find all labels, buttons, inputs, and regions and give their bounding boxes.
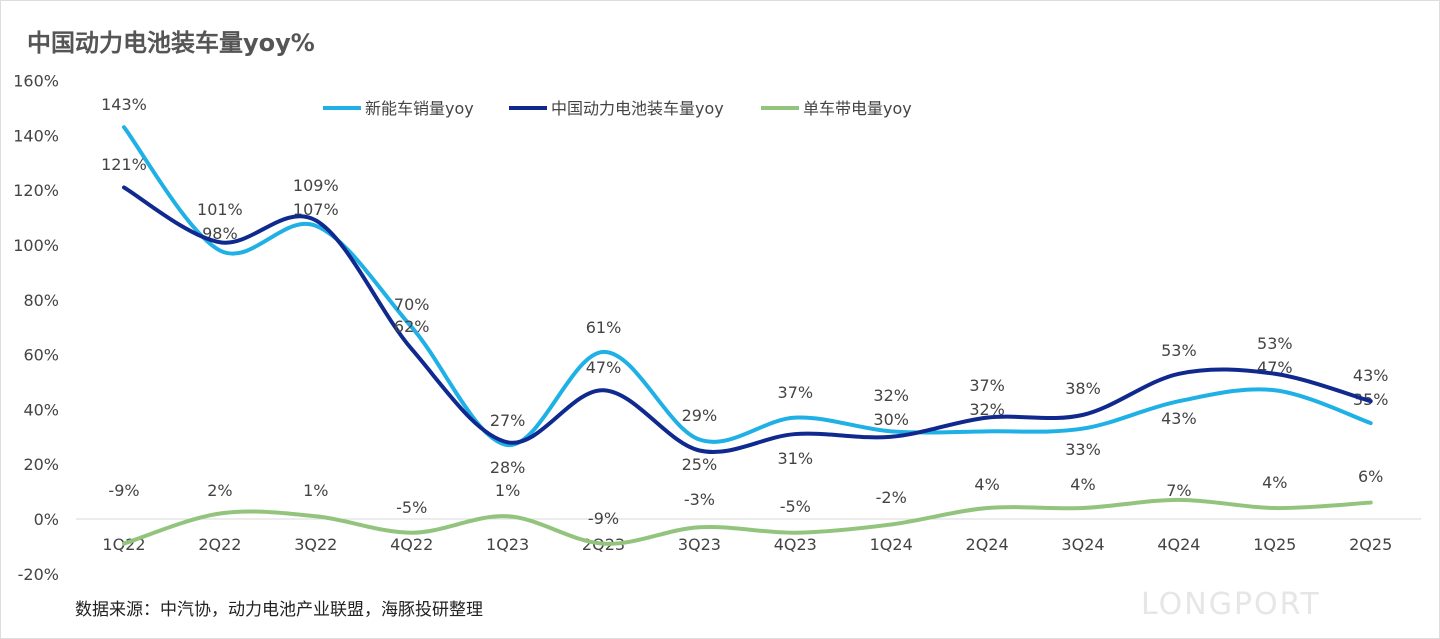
series-line-1 [122,185,1373,454]
data-label: 2% [207,481,232,500]
data-label: 30% [873,410,909,429]
legend-label: 新能车销量yoy [365,99,474,118]
legend-label: 中国动力电池装车量yoy [551,99,724,118]
data-label: 43% [1161,409,1197,428]
y-tick-label: 120% [13,181,59,200]
data-label: 4% [974,475,999,494]
x-tick-label: 4Q22 [390,535,433,554]
data-label: -5% [780,497,811,516]
data-label: 4% [1262,473,1287,492]
x-tick-label: 2Q24 [966,535,1009,554]
y-tick-label: -20% [18,565,59,584]
legend-label: 单车带电量yoy [803,99,912,118]
source-note: 数据来源：中汽协，动力电池产业联盟，海豚投研整理 [75,600,483,620]
data-label: 32% [873,386,909,405]
x-tick-label: 3Q23 [678,535,721,554]
x-tick-label: 1Q25 [1253,535,1296,554]
y-tick-label: 20% [23,455,59,474]
data-label: 31% [778,449,814,468]
y-tick-label: 80% [23,291,59,310]
data-label: 37% [778,383,814,402]
data-label: 47% [586,358,622,377]
data-label: 101% [197,200,243,219]
y-tick-label: 160% [13,72,59,91]
data-label: 33% [1065,440,1101,459]
y-tick-label: 40% [23,400,59,419]
x-tick-label: 1Q23 [486,535,529,554]
x-tick-label: 3Q24 [1061,535,1104,554]
x-tick-label: 2Q25 [1349,535,1392,554]
x-tick-label: 3Q22 [294,535,337,554]
data-label: 107% [293,200,339,219]
y-tick-label: 100% [13,236,59,255]
data-label: 143% [101,95,147,114]
data-label: 1% [303,481,328,500]
data-label: 27% [490,411,526,430]
data-label: 6% [1358,467,1383,486]
data-label: 25% [682,455,718,474]
data-label: -2% [876,488,907,507]
y-tick-label: 0% [34,510,59,529]
data-label: 121% [101,155,147,174]
brand-logo: LONGPORT [1141,587,1321,622]
data-label: 70% [394,295,430,314]
data-label: 1% [495,481,520,500]
y-tick-label: 60% [23,346,59,365]
series-line-2 [122,497,1373,546]
data-label: 109% [293,176,339,195]
x-tick-label: 4Q23 [774,535,817,554]
x-tick-label: 2Q22 [198,535,241,554]
data-label: -9% [588,509,619,528]
data-label: 7% [1166,481,1191,500]
series-line-0 [122,125,1373,448]
data-label: 29% [682,406,718,425]
data-label: -5% [396,498,427,517]
data-label: 28% [490,458,526,477]
x-tick-label: 4Q24 [1157,535,1200,554]
data-label: 38% [1065,379,1101,398]
y-tick-label: 140% [13,126,59,145]
data-label: 53% [1257,334,1293,353]
data-label: 4% [1070,475,1095,494]
data-label: 53% [1161,341,1197,360]
chart-title: 中国动力电池装车量yoy% [27,29,315,57]
data-label: -3% [684,490,715,509]
data-label: 32% [969,400,1005,419]
data-label: -9% [108,481,139,500]
data-label: 62% [394,317,430,336]
data-label: 61% [586,318,622,337]
data-label: 37% [969,376,1005,395]
x-tick-label: 1Q24 [870,535,913,554]
data-label: 43% [1353,366,1389,385]
